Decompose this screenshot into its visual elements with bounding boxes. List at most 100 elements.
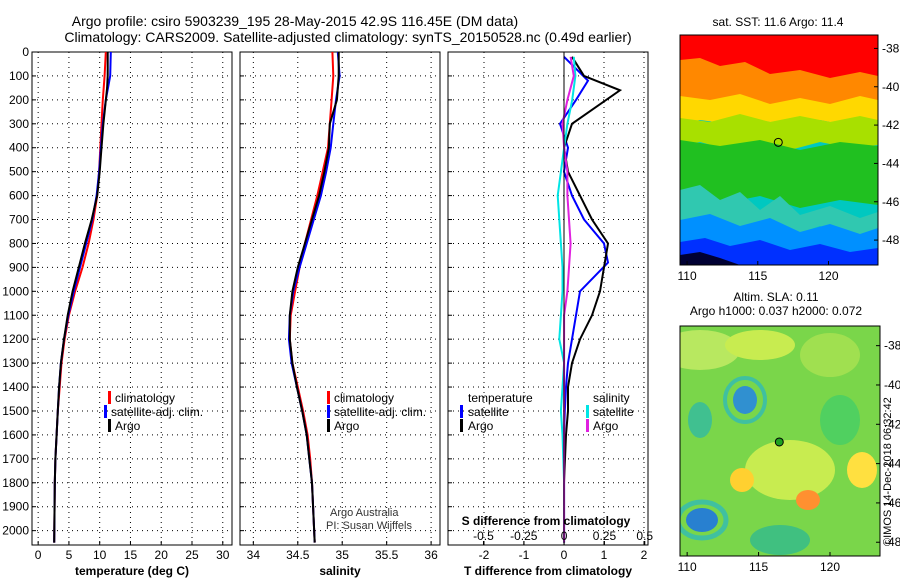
y-tick-label: 900	[9, 260, 29, 274]
legend-swatch-satellite	[327, 405, 330, 418]
credit-argo-australia: Argo Australia	[330, 507, 399, 519]
s-tick-label: -0.25	[510, 529, 538, 543]
s-tick-label: -0.5	[473, 529, 494, 543]
s-tick-label: 0	[561, 529, 568, 543]
sla-map-subtitle: Argo h1000: 0.037 h2000: 0.072	[690, 304, 862, 318]
legend-label-s-argo: Argo	[593, 419, 619, 433]
y-tick-label: 400	[9, 141, 29, 155]
map-x-tick-label: 120	[818, 269, 838, 283]
plot-frame	[239, 51, 441, 546]
y-tick-label: 1200	[2, 332, 29, 346]
plot-frame	[31, 51, 233, 546]
legend-swatch-satellite	[104, 405, 107, 418]
map-x-tick-label: 110	[678, 560, 697, 574]
legend-swatch-climatology	[327, 391, 330, 404]
x-tick-label: 5	[66, 548, 73, 562]
title-line1: Argo profile: csiro 5903239_195 28-May-2…	[72, 13, 518, 29]
series-line-climatology	[53, 51, 107, 543]
series-line-argo	[288, 52, 340, 543]
x-tick-label: -1	[519, 548, 530, 562]
s-axis-label: S difference from climatology	[462, 514, 631, 528]
legend-label-climatology: climatology	[115, 391, 175, 405]
temperature-panel: 0 5 10 15 20 25 30 temperature (deg C) 0 100 200 30…	[2, 45, 233, 578]
map-y-tick-label: -38	[884, 339, 900, 353]
legend-label-argo: Argo	[115, 419, 141, 433]
legend-swatch-s-satellite	[586, 405, 589, 418]
map-y-tick-label: -44	[882, 156, 900, 170]
y-tick-label: 1500	[2, 404, 29, 418]
legend-swatch-climatology	[108, 391, 111, 404]
map-y-tick-label: -48	[884, 535, 900, 549]
legend-title-temperature: temperature	[468, 391, 533, 405]
legend-swatch-argo	[108, 419, 111, 432]
difference-panel: -2 -1 0 1 2 T difference from climatology S di…	[447, 51, 653, 578]
map-y-tick-label: -44	[884, 457, 900, 471]
map-x-tick-label: 120	[820, 560, 840, 574]
y-tick-label: 500	[9, 165, 29, 179]
y-tick-label: 700	[9, 213, 29, 227]
imos-credit: ©IMOS 14-Dec-2018 06:32:42	[882, 397, 894, 546]
map-y-tick-label: -46	[884, 496, 900, 510]
map-y-tick-label: -46	[882, 195, 900, 209]
sst-argo-marker	[773, 137, 783, 147]
map-y-tick-label: -42	[884, 417, 900, 431]
sst-map-title: sat. SST: 11.6 Argo: 11.4	[713, 15, 844, 29]
sst-map-frame	[679, 34, 879, 266]
y-tick-label: 1800	[2, 476, 29, 490]
temperature-legend: climatology satellite-adj. clim. Argo	[104, 391, 203, 433]
map-x-tick-label: 110	[678, 269, 697, 283]
legend-title-salinity: salinity	[593, 391, 630, 405]
x-tick-label: 34	[247, 548, 261, 562]
y-tick-label: 1000	[2, 284, 29, 298]
legend-label-argo: Argo	[334, 419, 360, 433]
series-line-t-argo	[562, 56, 623, 543]
x-tick-label: 35.5	[375, 548, 399, 562]
sla-map	[680, 326, 880, 556]
y-tick-label: 1400	[2, 380, 29, 394]
x-tick-label: 10	[93, 548, 107, 562]
sla-argo-marker	[774, 437, 784, 447]
x-axis-label: T difference from climatology	[464, 564, 632, 578]
x-tick-label: -2	[479, 548, 490, 562]
y-tick-label: 600	[9, 189, 29, 203]
x-tick-label: 34.5	[286, 548, 310, 562]
y-tick-label: 300	[9, 117, 29, 131]
x-tick-label: 0	[561, 548, 568, 562]
y-tick-label: 0	[22, 45, 29, 59]
plot-frame	[447, 51, 649, 546]
x-tick-label: 36	[424, 548, 438, 562]
legend-swatch-argo	[327, 419, 330, 432]
series-line-climatology	[288, 51, 335, 543]
x-tick-label: 30	[216, 548, 230, 562]
map-y-tick-label: -40	[882, 80, 900, 94]
series-line-argo	[53, 52, 109, 543]
credit-pi: PI: Susan Wijffels	[326, 520, 412, 532]
x-tick-label: 25	[185, 548, 199, 562]
sla-map-title: Altim. SLA: 0.11	[733, 290, 818, 304]
map-x-tick-label: 115	[748, 269, 767, 283]
x-tick-label: 20	[155, 548, 169, 562]
map-y-tick-label: -38	[882, 41, 900, 55]
y-tick-label: 1100	[3, 308, 29, 322]
legend-label-satellite: satellite-adj. clim.	[334, 405, 426, 419]
y-tick-label: 100	[9, 69, 29, 83]
salinity-legend: climatology satellite-adj. clim. Argo Ar…	[326, 391, 426, 532]
difference-legend: temperature satellite Argo salinity sate…	[460, 391, 634, 433]
sst-map-axes: 110 115 120 -38 -40 -42 -44 -46 -48	[678, 41, 900, 283]
legend-label-s-satellite: satellite	[593, 405, 634, 419]
y-tick-label: 800	[9, 236, 29, 250]
y-tick-label: 1600	[2, 428, 29, 442]
y-tick-label: 1700	[2, 452, 29, 466]
legend-label-satellite: satellite-adj. clim.	[111, 405, 203, 419]
map-y-tick-label: -40	[884, 378, 900, 392]
sla-map-frame	[679, 325, 881, 557]
map-y-tick-label: -48	[882, 233, 900, 247]
map-y-tick-label: -42	[882, 118, 900, 132]
sst-map	[680, 35, 878, 265]
map-x-tick-label: 115	[749, 560, 768, 574]
x-tick-label: 1	[601, 548, 608, 562]
legend-swatch-t-satellite	[460, 405, 463, 418]
x-tick-label: 35	[336, 548, 350, 562]
s-tick-label: 0.5	[636, 529, 653, 543]
